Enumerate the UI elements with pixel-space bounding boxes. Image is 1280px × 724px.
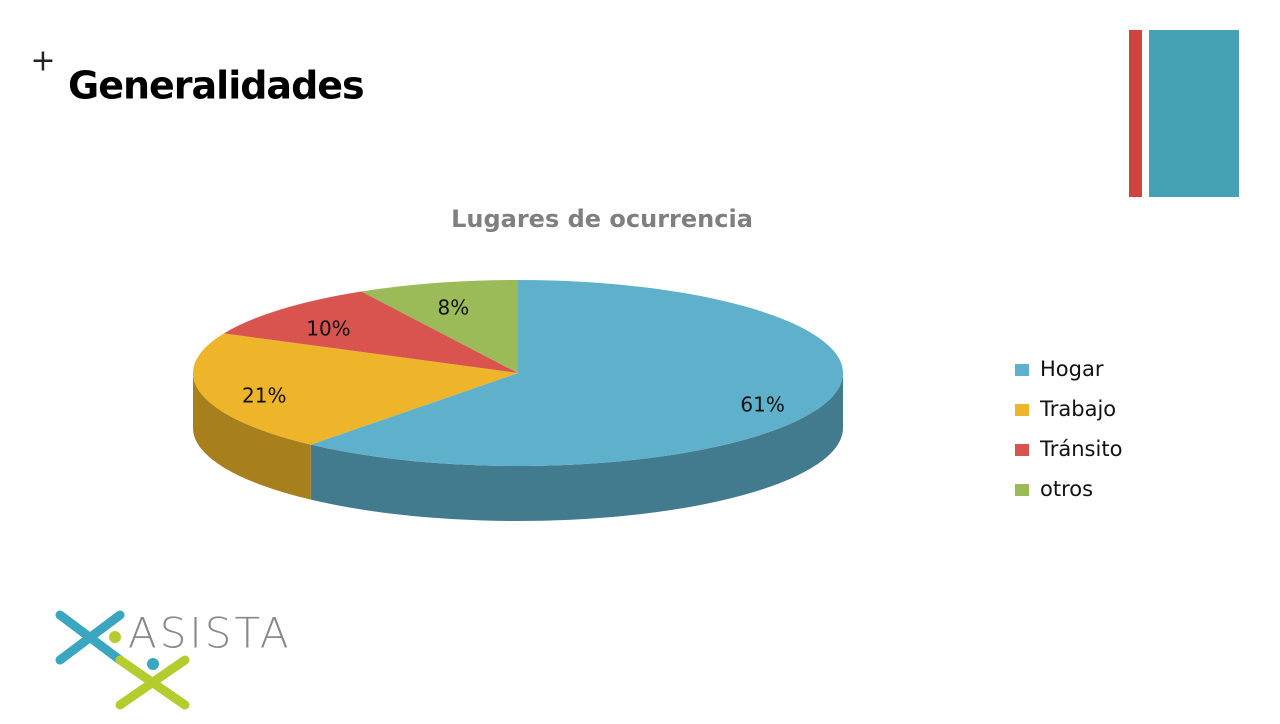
logo-mark <box>115 655 190 710</box>
legend-swatch <box>1015 484 1029 496</box>
chart-title: Lugares de ocurrencia <box>451 205 753 233</box>
slice <box>192 333 519 445</box>
slice <box>310 280 843 466</box>
decor-block <box>1149 30 1239 197</box>
decor-bar <box>1129 30 1142 197</box>
slice <box>223 291 518 373</box>
slice-side <box>310 373 844 522</box>
data-label: 21% <box>242 384 286 408</box>
legend-swatch <box>1015 364 1029 376</box>
legend-label: Tránsito <box>1039 437 1122 461</box>
legend: Hogar Trabajo Tránsito otros <box>1015 357 1122 501</box>
logo-text: ASISTA <box>128 609 292 658</box>
legend-label: otros <box>1040 477 1093 501</box>
data-label: 8% <box>437 295 469 319</box>
slice-side <box>193 373 311 500</box>
data-label: 61% <box>740 393 784 417</box>
logo-mark <box>55 610 125 665</box>
legend-swatch <box>1015 404 1029 416</box>
data-label: 10% <box>306 317 350 341</box>
legend-label: Trabajo <box>1039 397 1116 421</box>
logo-dot <box>109 631 121 643</box>
slide-marker: + <box>30 44 55 79</box>
legend-label: Hogar <box>1040 357 1104 381</box>
slice <box>361 280 518 373</box>
logo-dot <box>147 658 159 670</box>
legend-swatch <box>1015 444 1029 456</box>
slide-title: Generalidades <box>68 64 364 108</box>
pie: 61% 21% 10% 8% <box>192 280 844 522</box>
logo: ASISTA <box>55 609 292 710</box>
